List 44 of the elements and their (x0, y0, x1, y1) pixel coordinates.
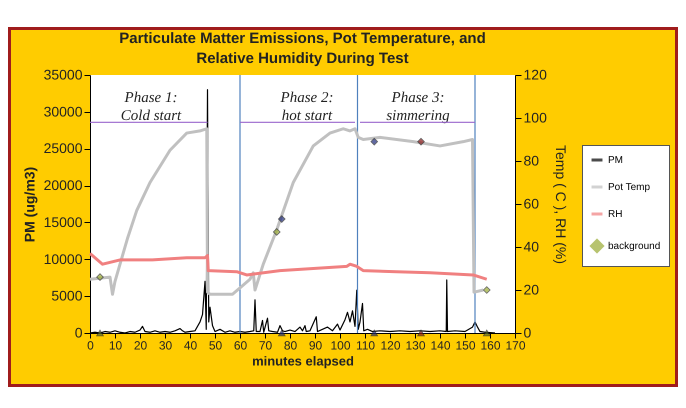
x-tick-label: 170 (505, 338, 526, 352)
legend-label: PM (608, 155, 623, 166)
x-tick-label: 140 (430, 338, 451, 352)
x-tick-label: 30 (158, 338, 172, 352)
x-tick-label: 20 (134, 338, 148, 352)
y2-tick-label: 100 (524, 110, 548, 126)
annotation: Phase 1: Cold start (120, 90, 182, 124)
x-tick-label: 160 (480, 338, 501, 352)
y-tick-label: 35000 (44, 66, 83, 82)
x-tick-label: 50 (208, 338, 222, 352)
x-tick-label: 110 (356, 338, 376, 352)
y2-tick-label: 0 (524, 324, 532, 340)
x-tick-label: 100 (330, 338, 351, 352)
x-tick-label: 90 (308, 338, 322, 352)
x-tick-label: 70 (258, 338, 272, 352)
y2-tick-label: 60 (524, 196, 540, 212)
y2-axis-title: Temp ( C ), RH (%) (552, 145, 569, 264)
y-tick-label: 30000 (44, 103, 83, 120)
chart-title: Particulate Matter Emissions, Pot Temperature, and Relative Humidity During Test (119, 30, 486, 67)
y-axis-title: PM (ug/m3) (22, 166, 38, 242)
x-tick-label: 120 (380, 338, 401, 352)
x-tick-label: 10 (108, 338, 122, 352)
y-tick-label: 25000 (44, 140, 83, 156)
y2-tick-label: 80 (524, 152, 540, 168)
x-tick-label: 150 (455, 338, 476, 352)
y-tick-label: 15000 (44, 214, 83, 230)
annotation: Phase 3: simmering (386, 90, 450, 124)
y2-tick-label: 120 (524, 66, 548, 82)
x-tick-label: 80 (284, 338, 298, 352)
y-tick-label: 20000 (44, 177, 83, 194)
legend-label: RH (608, 209, 622, 220)
annotation: Phase 2: hot start (280, 90, 334, 124)
x-tick-label: 60 (234, 338, 248, 352)
y2-tick-label: 20 (524, 282, 540, 298)
legend-label: background (608, 241, 660, 252)
y-tick-label: 10000 (44, 250, 83, 267)
y2-tick-label: 40 (524, 238, 540, 254)
x-tick-label: 0 (87, 338, 94, 352)
y-tick-label: 0 (74, 324, 83, 340)
y-tick-label: 5000 (51, 288, 83, 304)
x-tick-label: 40 (184, 338, 198, 352)
legend-label: Pot Temp (608, 182, 650, 193)
x-axis-title: minutes elapsed (252, 354, 354, 368)
x-tick-label: 130 (405, 338, 426, 352)
